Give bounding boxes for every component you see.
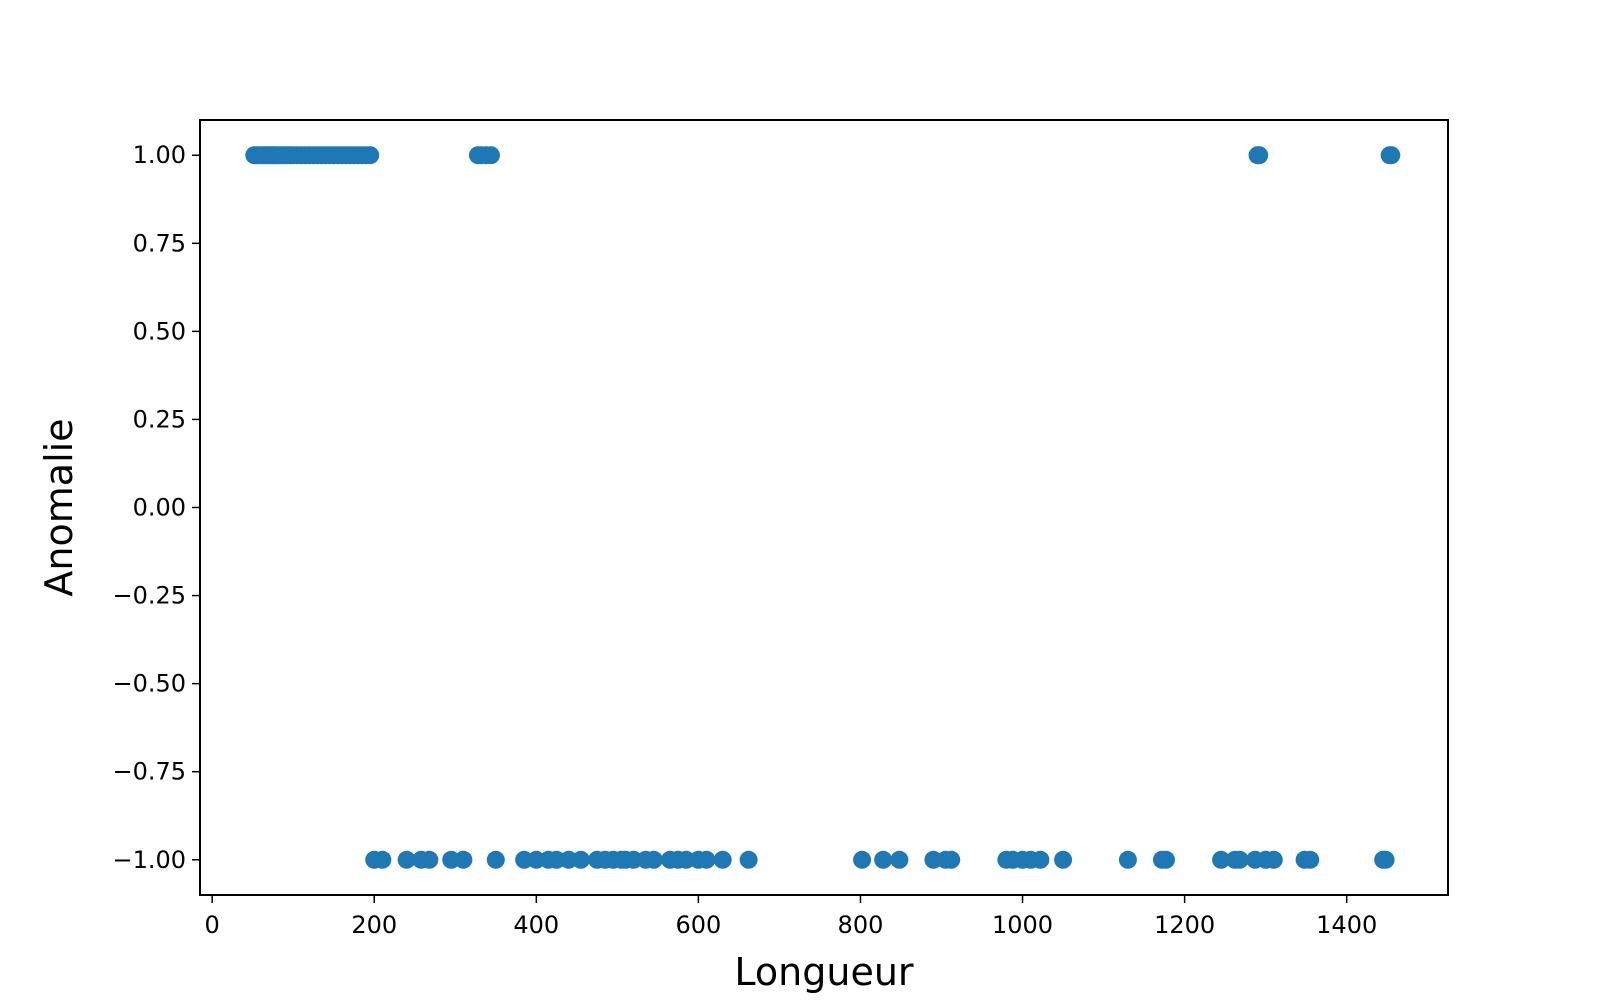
data-point	[1156, 850, 1175, 869]
data-point	[1031, 850, 1050, 869]
y-tick-label: −0.50	[112, 670, 186, 698]
data-point	[486, 850, 505, 869]
data-point	[481, 146, 500, 165]
x-tick-label: 400	[513, 911, 559, 939]
data-point	[1054, 850, 1073, 869]
x-tick-label: 1000	[992, 911, 1053, 939]
y-tick-label: −1.00	[112, 846, 186, 874]
data-point	[874, 850, 893, 869]
data-point	[420, 850, 439, 869]
y-axis-title: Anomalie	[37, 418, 81, 596]
y-tick-label: −0.25	[112, 582, 186, 610]
y-tick-label: 0.25	[133, 405, 186, 433]
data-point	[942, 850, 961, 869]
data-point	[1118, 850, 1137, 869]
plot-area-frame	[199, 119, 1449, 896]
y-tick-label: 0.50	[133, 317, 186, 345]
data-point	[361, 146, 380, 165]
y-tick-label: 1.00	[133, 141, 186, 169]
x-axis: 0 200 400 600 800 1000 1200 1400	[205, 895, 1377, 939]
y-tick-label: 0.00	[133, 494, 186, 522]
data-point	[397, 850, 416, 869]
x-axis-title: Longueur	[734, 950, 914, 994]
data-point	[571, 850, 590, 869]
data-point	[1212, 850, 1231, 869]
data-point	[644, 850, 663, 869]
data-point	[1264, 850, 1283, 869]
data-point	[1250, 146, 1269, 165]
data-point	[1301, 850, 1320, 869]
data-point	[1382, 146, 1401, 165]
data-points	[245, 146, 1401, 869]
x-tick-label: 800	[838, 911, 884, 939]
data-point	[853, 850, 872, 869]
data-point	[739, 850, 758, 869]
data-point	[373, 850, 392, 869]
data-point	[1230, 850, 1249, 869]
y-axis: 1.00 0.75 0.50 0.25 0.00 −0.25 −0.50 −0.75 −1.00	[112, 141, 200, 874]
x-tick-label: 0	[205, 911, 220, 939]
x-tick-label: 1400	[1316, 911, 1377, 939]
x-tick-label: 200	[351, 911, 397, 939]
data-point	[1376, 850, 1395, 869]
data-point	[454, 850, 473, 869]
y-tick-label: −0.75	[112, 758, 186, 786]
data-point	[713, 850, 732, 869]
y-tick-label: 0.75	[133, 229, 186, 257]
x-tick-label: 1200	[1154, 911, 1215, 939]
data-point	[697, 850, 716, 869]
x-tick-label: 600	[675, 911, 721, 939]
data-point	[890, 850, 909, 869]
